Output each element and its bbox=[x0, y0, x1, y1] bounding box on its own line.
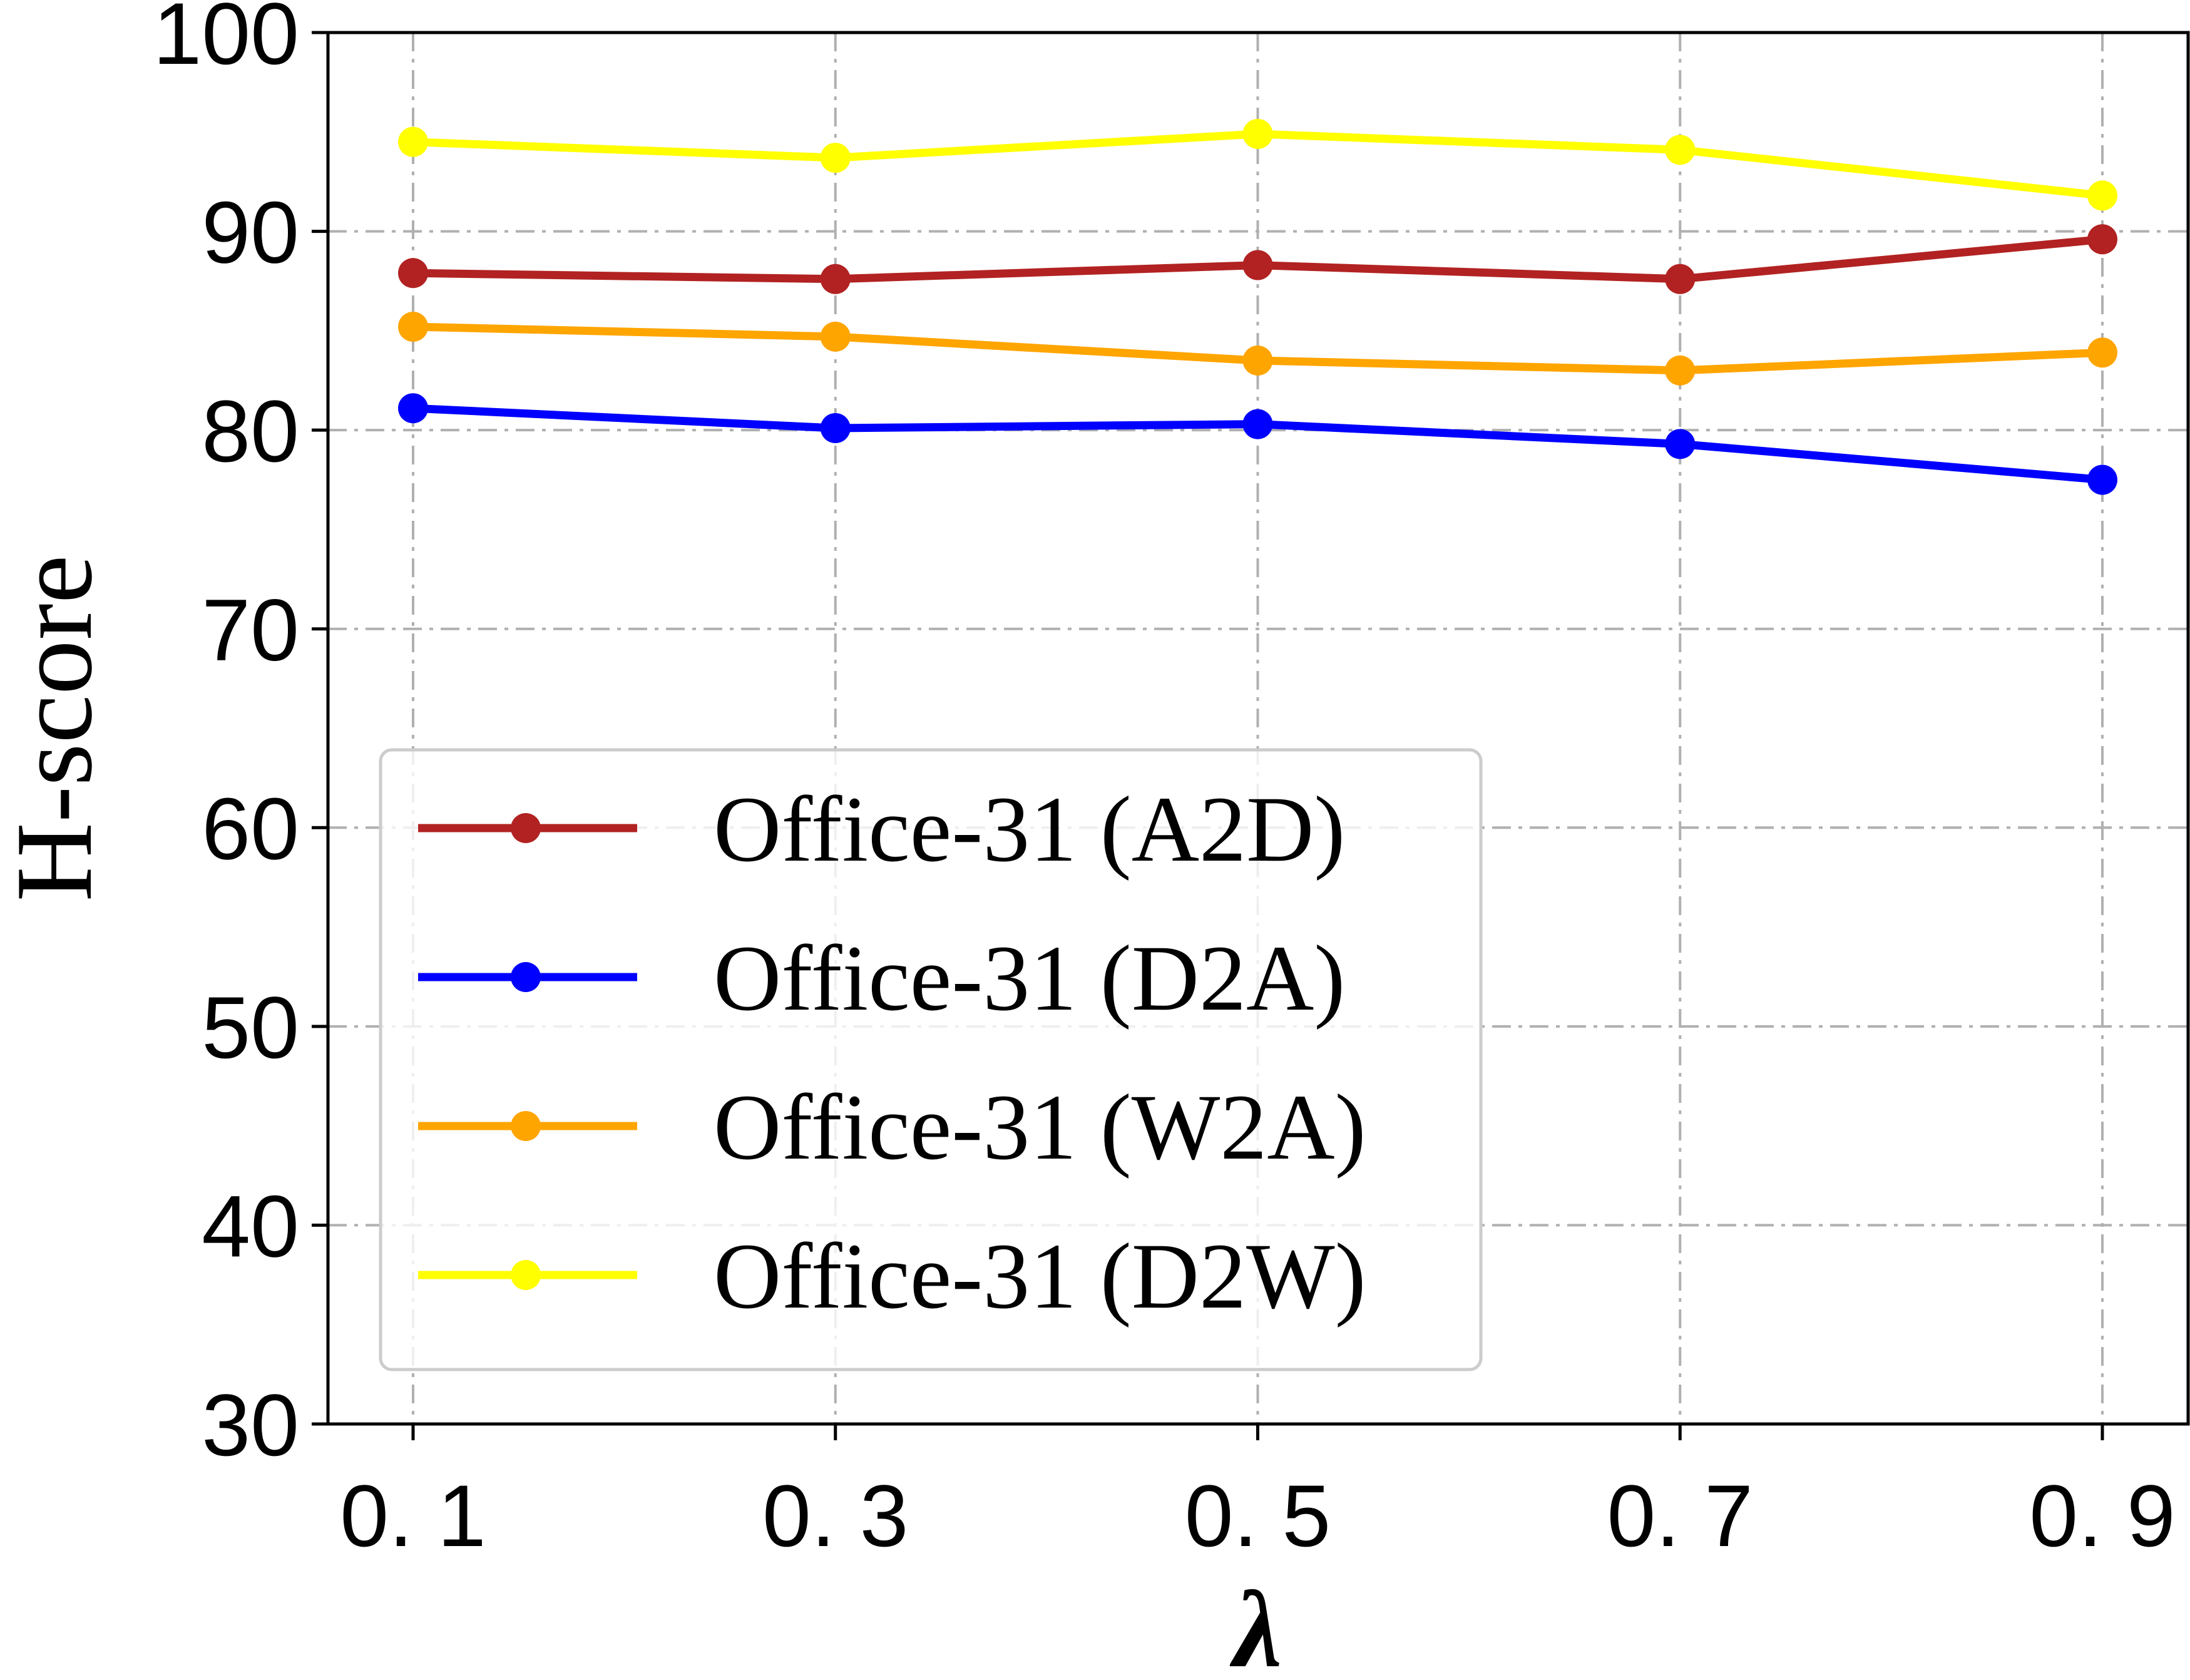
data-point-0-2 bbox=[1242, 250, 1273, 280]
legend-frame bbox=[379, 748, 1483, 1371]
data-point-3-3 bbox=[1665, 135, 1696, 165]
data-point-3-0 bbox=[398, 126, 428, 157]
y-tick-label: 100 bbox=[153, 0, 299, 83]
data-point-1-4 bbox=[2087, 464, 2117, 495]
series-points bbox=[398, 118, 2117, 495]
x-tick-label: 0. 5 bbox=[1185, 1467, 1331, 1565]
data-point-1-3 bbox=[1665, 429, 1696, 459]
data-point-1-2 bbox=[1242, 409, 1273, 439]
x-axis-ticks: 0. 1 0. 3 0. 5 0. 7 0. 9 bbox=[340, 1424, 2176, 1565]
data-point-0-0 bbox=[398, 258, 428, 289]
data-point-2-2 bbox=[1242, 345, 1273, 376]
y-tick-label: 70 bbox=[202, 581, 299, 679]
data-point-0-1 bbox=[820, 264, 851, 294]
legend-marker-1 bbox=[511, 962, 541, 992]
x-axis-title: λ bbox=[1230, 1569, 1282, 1680]
legend: Office-31 (A2D) Office-31 (D2A) Office-31 … bbox=[379, 748, 1483, 1371]
legend-label-1: Office-31 (D2A) bbox=[714, 926, 1345, 1030]
data-point-1-1 bbox=[820, 412, 851, 443]
data-point-2-1 bbox=[820, 321, 851, 352]
y-tick-label: 30 bbox=[202, 1376, 299, 1474]
data-point-2-3 bbox=[1665, 355, 1696, 386]
data-point-2-0 bbox=[398, 312, 428, 342]
data-point-2-4 bbox=[2087, 337, 2117, 368]
x-tick-label: 0. 9 bbox=[2029, 1467, 2176, 1565]
data-point-1-0 bbox=[398, 393, 428, 424]
y-tick-label: 50 bbox=[202, 978, 299, 1077]
legend-label-2: Office-31 (W2A) bbox=[714, 1075, 1366, 1179]
y-tick-label: 60 bbox=[202, 779, 299, 878]
y-tick-label: 90 bbox=[202, 183, 299, 282]
x-tick-label: 0. 3 bbox=[762, 1467, 909, 1565]
y-tick-label: 40 bbox=[202, 1177, 299, 1275]
data-point-0-3 bbox=[1665, 264, 1696, 294]
y-axis-title: H-score bbox=[0, 555, 115, 902]
y-axis-ticks: 30 40 50 60 70 80 90 100 bbox=[153, 0, 328, 1474]
data-point-0-4 bbox=[2087, 224, 2117, 255]
data-point-3-2 bbox=[1242, 118, 1273, 149]
x-tick-label: 0. 1 bbox=[340, 1467, 486, 1565]
legend-marker-2 bbox=[511, 1111, 541, 1141]
legend-label-3: Office-31 (D2W) bbox=[714, 1224, 1366, 1328]
y-tick-label: 80 bbox=[202, 382, 299, 480]
data-point-3-4 bbox=[2087, 180, 2117, 211]
legend-marker-3 bbox=[511, 1260, 541, 1290]
legend-label-0: Office-31 (A2D) bbox=[714, 777, 1345, 881]
legend-marker-0 bbox=[511, 813, 541, 843]
data-point-3-1 bbox=[820, 143, 851, 173]
x-tick-label: 0. 7 bbox=[1607, 1467, 1753, 1565]
